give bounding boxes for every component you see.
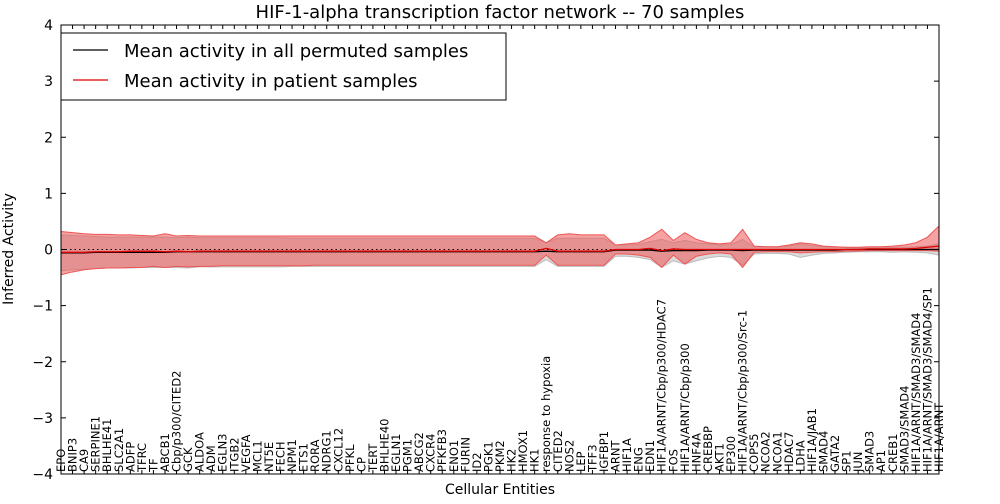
x-axis-label: Cellular Entities: [445, 482, 555, 498]
x-tick-label: NT5E: [262, 442, 276, 472]
y-axis-label: Inferred Activity: [1, 193, 17, 305]
x-tick-label: HNF4A: [689, 433, 703, 472]
x-tick-label: HDAC7: [782, 432, 796, 472]
x-tick-label: EGLN3: [216, 433, 230, 472]
x-tick-label: CA9: [77, 449, 91, 472]
x-tick-label: ALDOA: [193, 432, 207, 472]
x-tick-label: EDN1: [643, 440, 657, 472]
x-tick-label: FURIN: [458, 437, 472, 472]
x-tick-label: ETS1: [297, 443, 311, 472]
x-tick-label: CITED2: [551, 430, 565, 472]
legend-label-permuted: Mean activity in all permuted samples: [124, 41, 468, 62]
y-tick-label: 3: [44, 74, 53, 90]
x-tick-label: HK1: [528, 448, 542, 472]
x-tick-label: PFKL: [343, 444, 357, 472]
x-tick-label: EGLN1: [389, 433, 403, 472]
x-tick-label: LDHA: [793, 440, 807, 472]
legend-box: [60, 32, 507, 101]
x-tick-label: BHLHE40: [377, 418, 391, 472]
x-tick-label: COPS5: [747, 433, 761, 472]
x-tick-label: HMOX1: [516, 430, 530, 472]
x-tick-label: NCOA1: [770, 431, 784, 472]
x-tick-label: BHLHE41: [100, 418, 114, 472]
x-tick-label: AKT1: [713, 443, 727, 472]
x-tick-label: ADM: [204, 445, 218, 472]
x-tick-label: ABCG2: [412, 432, 426, 472]
x-tick-label: ENG: [632, 447, 646, 472]
x-tick-label: HK2: [505, 448, 519, 472]
x-tick-label: JUN: [851, 452, 865, 473]
x-tick-label: CXCR4: [424, 434, 438, 472]
x-tick-label: TFRC: [135, 443, 149, 473]
x-tick-label: CREB1: [886, 434, 900, 473]
x-tick-label: HIF1A: [620, 438, 634, 472]
x-tick-label: SERPINE1: [89, 416, 103, 472]
x-tick-label: CREBBP: [701, 426, 715, 472]
y-tick-label: 0: [44, 243, 53, 259]
x-tick-label: ITGB2: [227, 437, 241, 472]
x-tick-label: ADFP: [123, 442, 137, 472]
y-tick-label: 1: [44, 186, 53, 202]
x-tick-label: GCK: [181, 447, 195, 472]
y-tick-label: 4: [44, 18, 53, 34]
x-tick-label: HIF1A/ARNT/Cbp/p300/Src-1: [736, 310, 750, 472]
x-tick-label: CP: [354, 457, 368, 472]
legend-label-patient: Mean activity in patient samples: [124, 71, 418, 92]
x-tick-label: VEGFA: [239, 434, 253, 472]
series-line-patient: [61, 245, 940, 253]
x-tick-label: ENO1: [447, 440, 461, 472]
x-tick-label: Cbp/p300/CITED2: [170, 370, 184, 472]
plot-area: −4−3−2−101234EPOBNIP3CA9SERPINE1BHLHE41S…: [32, 18, 946, 483]
x-tick-label: SMAD3: [863, 431, 877, 472]
y-tick-label: −2: [32, 355, 53, 371]
x-tick-label: GATA2: [828, 435, 842, 472]
x-tick-label: SP1: [840, 450, 854, 472]
x-tick-label: IGFBP1: [597, 431, 611, 472]
x-tick-label: LEP: [574, 451, 588, 472]
x-tick-label: ABCB1: [158, 433, 172, 472]
x-tick-label: NPM1: [285, 439, 299, 472]
x-tick-label: response to hypoxia: [539, 356, 553, 472]
x-tick-label: NCOA2: [759, 431, 773, 472]
x-tick-label: PFKFB3: [435, 429, 449, 472]
x-tick-label: HIF1A/ARNT/Cbp/p300: [678, 343, 692, 472]
x-tick-label: EPO: [54, 449, 68, 472]
x-tick-label: HIF1A/ARNT/SMAD3/SMAD4/SP1: [920, 287, 934, 472]
x-tick-label: SLC2A1: [112, 428, 126, 472]
x-tick-label: PGM1: [401, 439, 415, 472]
x-tick-label: FOS: [666, 449, 680, 472]
x-tick-label: CXCL12: [331, 428, 345, 472]
x-tick-label: HIF1A/JAB1: [805, 408, 819, 472]
x-tick-label: RORA: [308, 439, 322, 472]
legend: Mean activity in all permuted samples Me…: [60, 32, 507, 101]
x-tick-label: NOS2: [562, 440, 576, 472]
x-tick-label: NDRG1: [320, 430, 334, 472]
x-tick-label: FECH: [274, 441, 288, 472]
x-tick-label: HIF1A/ARNT: [932, 402, 946, 472]
y-tick-label: 2: [44, 130, 53, 146]
x-tick-label: PGK1: [481, 441, 495, 472]
x-tick-label: BNIP3: [66, 438, 80, 472]
x-tick-label: HIF1A/ARNT/Cbp/p300/HDAC7: [655, 299, 669, 472]
x-tick-label: TFF3: [585, 444, 599, 473]
x-tick-label: TF: [146, 458, 160, 473]
x-tick-label: TERT: [366, 443, 380, 473]
x-tick-label: MCL1: [250, 440, 264, 472]
y-tick-label: −1: [32, 299, 53, 315]
x-tick-label: HIF1A/ARNT/SMAD3/SMAD4: [909, 313, 923, 472]
x-tick-label: AP1: [874, 450, 888, 472]
x-tick-label: EP300: [724, 436, 738, 472]
y-tick-label: −3: [32, 411, 53, 427]
x-tick-label: SMAD3/SMAD4: [897, 386, 911, 472]
chart-title: HIF-1-alpha transcription factor network…: [256, 2, 745, 23]
x-tick-label: SMAD4: [816, 431, 830, 472]
x-tick-label: ID2: [470, 452, 484, 472]
y-tick-label: −4: [32, 467, 53, 483]
x-tick-label: PKM2: [493, 440, 507, 472]
x-tick-label: ARNT: [609, 440, 623, 472]
